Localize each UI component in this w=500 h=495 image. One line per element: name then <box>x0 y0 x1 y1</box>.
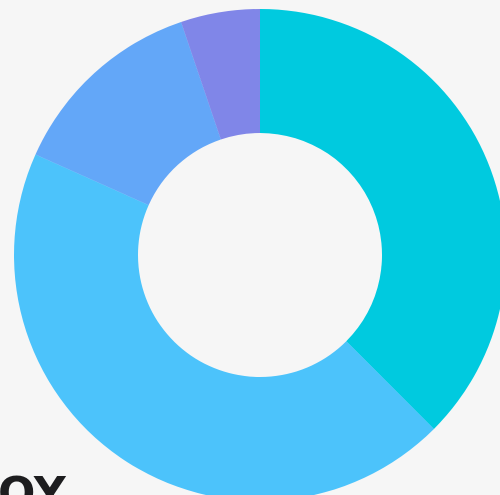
caption: OY <box>0 468 67 495</box>
donut-slice <box>181 9 260 140</box>
donut-slice <box>35 22 221 206</box>
donut-slice <box>14 154 434 495</box>
donut <box>14 9 500 495</box>
donut-slice <box>260 9 500 429</box>
